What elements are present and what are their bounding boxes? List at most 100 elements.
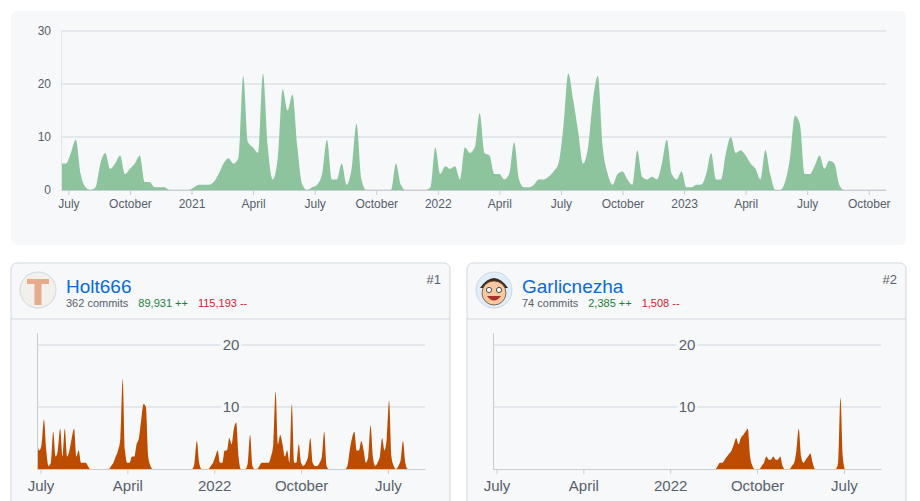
x-tick-label: July <box>28 477 55 494</box>
x-tick-mark <box>438 190 439 195</box>
x-tick-mark <box>807 190 808 195</box>
x-axis: July April 2022 October July <box>484 469 882 494</box>
x-tick-mark <box>561 190 562 195</box>
y-tick-label: 30 <box>38 24 52 38</box>
x-tick-label: 2022 <box>654 477 687 494</box>
y-tick-label: 20 <box>223 336 240 353</box>
contributor-stat: 89,931 ++ <box>138 297 188 309</box>
x-tick-label: July <box>551 197 572 211</box>
y-tick-label: 20 <box>38 77 52 91</box>
x-tick-label: April <box>242 197 266 211</box>
header-separator <box>467 319 906 320</box>
x-tick-label: October <box>731 477 784 494</box>
x-tick: 2023 <box>671 190 698 211</box>
x-tick-mark <box>214 469 215 474</box>
contributor-rank: #2 <box>883 272 897 287</box>
y-tick: 30 <box>38 24 61 38</box>
x-tick-label: October <box>355 197 398 211</box>
x-tick-label: October <box>848 197 891 211</box>
x-tick-mark <box>684 190 685 195</box>
x-tick-label: April <box>734 197 758 211</box>
x-tick: October <box>848 190 891 211</box>
grid-line <box>61 137 886 138</box>
avatar-shape <box>35 279 42 305</box>
marks <box>61 73 864 190</box>
x-tick-mark <box>583 469 584 474</box>
x-tick: 2022 <box>425 190 452 211</box>
avatar-bg <box>476 272 512 308</box>
page: July October 2021 April July October 2022 April… <box>0 0 920 501</box>
contributor-stat: 362 commits <box>66 297 129 309</box>
y-tick-label: 20 <box>679 336 696 353</box>
y-axis: 1020 <box>493 333 695 469</box>
y-tick: 10 <box>37 398 239 415</box>
x-tick: October <box>602 190 645 211</box>
x-tick-mark <box>670 469 671 474</box>
x-tick: July <box>58 190 79 211</box>
contributor-stat: 2,385 ++ <box>588 297 631 309</box>
x-tick-label: July <box>797 197 818 211</box>
x-tick-label: July <box>58 197 79 211</box>
x-tick: April <box>734 190 758 211</box>
x-tick-label: July <box>304 197 325 211</box>
grid <box>61 31 886 190</box>
y-tick-label: 10 <box>223 398 240 415</box>
x-tick: July <box>484 469 511 494</box>
x-tick-label: April <box>569 477 599 494</box>
chart-svg: July October 2021 April July October 2022 April… <box>0 0 920 501</box>
x-tick: October <box>275 469 328 494</box>
x-tick: April <box>488 190 512 211</box>
x-tick-mark <box>496 469 497 474</box>
avatar-eye <box>486 287 491 292</box>
y-axis-line <box>37 333 38 469</box>
x-tick-mark <box>253 190 254 195</box>
x-tick-label: October <box>109 197 152 211</box>
x-tick-label: 2021 <box>179 197 206 211</box>
x-tick: 2022 <box>198 469 231 494</box>
x-tick-mark <box>844 469 845 474</box>
x-tick-mark <box>376 190 377 195</box>
card-background <box>11 11 906 245</box>
x-tick-label: October <box>275 477 328 494</box>
x-tick: October <box>109 190 152 211</box>
contributor-stat: 1,508 -- <box>642 297 680 309</box>
x-tick-label: July <box>831 477 858 494</box>
x-axis-line <box>62 190 887 191</box>
card-background <box>467 263 906 501</box>
y-tick: 20 <box>38 77 61 91</box>
chart-panel: Holt666#1362 commits89,931 ++115,193 --J… <box>11 263 450 501</box>
x-axis-line <box>494 469 882 470</box>
grid-line <box>61 84 886 85</box>
x-tick-mark <box>192 190 193 195</box>
contributor-stat: 74 commits <box>522 297 579 309</box>
contributor-stat: 115,193 -- <box>198 297 248 309</box>
x-tick: April <box>113 469 143 494</box>
x-tick: July <box>551 190 572 211</box>
x-tick: July <box>831 469 858 494</box>
x-tick-mark <box>622 190 623 195</box>
x-tick-label: 2022 <box>425 197 452 211</box>
x-tick: April <box>242 190 266 211</box>
x-tick-mark <box>315 190 316 195</box>
y-tick-label: 10 <box>38 130 52 144</box>
y-tick-label: 0 <box>44 183 51 197</box>
chart-panel: Garlicnezha #2 74 commits 2,385 ++ 1,508 -- J… <box>467 263 906 501</box>
x-tick: 2022 <box>654 469 687 494</box>
x-tick-mark <box>301 469 302 474</box>
header-separator <box>11 319 450 320</box>
x-axis: July October 2021 April July October 2022 April… <box>58 190 890 211</box>
x-tick-mark <box>40 469 41 474</box>
x-tick-label: October <box>602 197 645 211</box>
x-tick: July <box>797 190 818 211</box>
y-tick: 20 <box>493 336 695 353</box>
contributor-name: Garlicnezha <box>522 276 624 297</box>
x-tick: July <box>304 190 325 211</box>
x-tick: October <box>731 469 784 494</box>
area <box>493 398 871 469</box>
x-tick: October <box>355 190 398 211</box>
y-axis-line <box>493 333 494 469</box>
chart-panel: July October 2021 April July October 2022 April… <box>11 11 906 245</box>
y-axis-line <box>61 32 62 191</box>
x-tick: July <box>28 469 55 494</box>
x-tick-mark <box>68 190 69 195</box>
